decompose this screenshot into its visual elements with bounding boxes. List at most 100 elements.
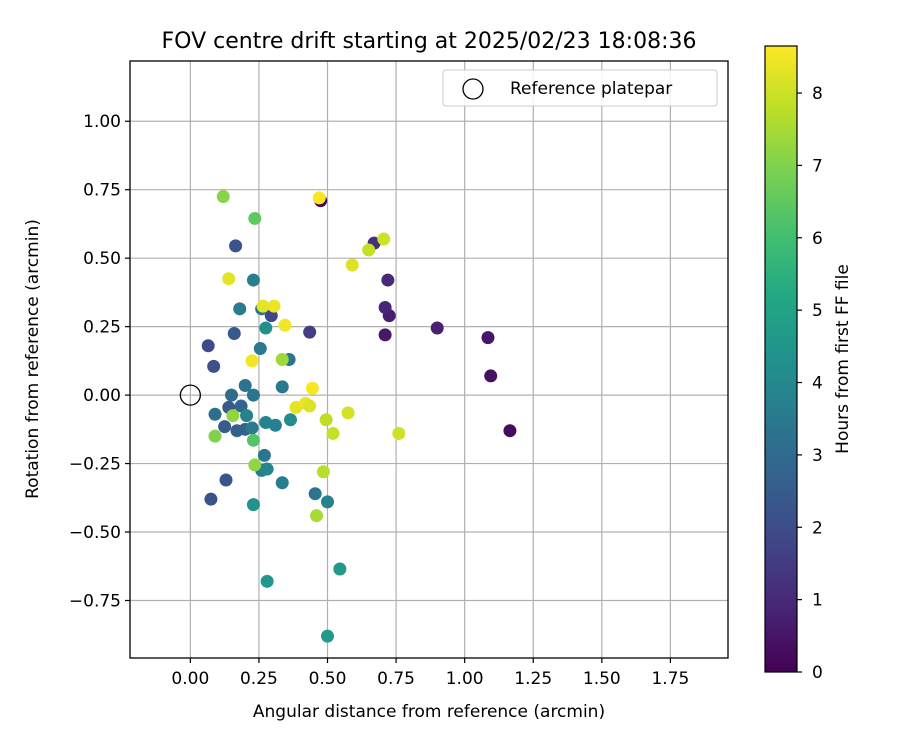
data-point [229, 239, 243, 253]
data-point [310, 509, 324, 523]
colorbar-label: Hours from first FF file [833, 264, 853, 454]
data-point [246, 273, 260, 287]
data-point [208, 407, 222, 421]
colorbar-tick-label: 1 [812, 591, 823, 611]
data-point [345, 258, 359, 272]
x-axis-ticks: 0.00 0.25 0.50 0.75 1.00 1.25 1.50 1.75 [171, 658, 689, 689]
colorbar-ticks: 0 1 2 3 4 5 6 7 8 [797, 84, 823, 683]
data-point [208, 429, 222, 443]
legend-label: Reference platepar [510, 79, 672, 99]
data-point [224, 388, 238, 402]
data-point [216, 190, 230, 204]
legend: Reference platepar [442, 69, 718, 107]
data-point [321, 629, 335, 643]
data-point [377, 232, 391, 246]
data-point [308, 487, 322, 501]
x-tick-label: 1.50 [583, 669, 621, 689]
data-point [253, 342, 267, 356]
x-tick-label: 1.75 [651, 669, 689, 689]
data-point [204, 492, 218, 506]
data-point [333, 562, 347, 576]
colorbar-tick-label: 2 [812, 518, 823, 538]
data-point [259, 321, 273, 335]
data-point [245, 421, 259, 435]
data-point [260, 462, 274, 476]
data-point [238, 379, 252, 393]
data-point [283, 413, 297, 427]
x-tick-label: 0.00 [171, 669, 209, 689]
data-point [378, 328, 392, 342]
data-point [275, 380, 289, 394]
data-point [256, 299, 270, 313]
data-point [257, 448, 271, 462]
x-tick-label: 1.25 [514, 669, 552, 689]
legend-box [442, 69, 718, 107]
data-point [259, 415, 273, 429]
x-tick-label: 0.25 [240, 669, 278, 689]
data-point [392, 426, 406, 440]
data-point [303, 325, 317, 339]
colorbar-tick-label: 3 [812, 446, 823, 466]
data-point [248, 458, 262, 472]
colorbar-tick-label: 0 [812, 663, 823, 683]
data-point [201, 339, 215, 353]
data-point [484, 369, 498, 383]
y-tick-label: 0.75 [83, 181, 121, 201]
data-point [246, 433, 260, 447]
data-point [246, 388, 260, 402]
x-tick-label: 1.00 [446, 669, 484, 689]
y-tick-label: 0.00 [83, 386, 121, 406]
data-point [362, 243, 376, 257]
data-point [240, 409, 254, 423]
colorbar-tick-label: 8 [812, 84, 823, 104]
data-point [233, 302, 247, 316]
y-tick-label: −0.50 [69, 523, 121, 543]
data-point [275, 476, 289, 490]
data-point [378, 300, 392, 314]
data-point [207, 359, 221, 373]
data-point [226, 409, 240, 423]
grid-lines [130, 61, 728, 658]
y-axis-ticks: −0.75 −0.50 −0.25 0.00 0.25 0.50 0.75 1.00 [69, 112, 130, 611]
data-point [246, 498, 260, 512]
y-tick-label: 0.25 [83, 318, 121, 338]
reference-point-marker [179, 384, 201, 406]
colorbar-gradient [764, 45, 798, 673]
reference-marker [179, 384, 201, 406]
data-point [248, 211, 262, 225]
data-point [503, 424, 517, 438]
data-point [267, 299, 281, 313]
data-point [278, 318, 292, 332]
colorbar-tick-label: 6 [812, 229, 823, 249]
chart-title: FOV centre drift starting at 2025/02/23 … [162, 29, 697, 54]
data-point [227, 326, 241, 340]
y-tick-label: −0.75 [69, 591, 121, 611]
x-tick-label: 0.75 [377, 669, 415, 689]
data-point [275, 353, 289, 366]
data-point [341, 406, 355, 420]
colorbar-tick-label: 7 [812, 156, 823, 176]
data-point [481, 331, 495, 345]
data-point [312, 191, 326, 205]
colorbar: 0 1 2 3 4 5 6 7 8 Hours from first FF file [764, 45, 853, 683]
data-point [260, 574, 274, 588]
y-tick-label: 0.50 [83, 249, 121, 269]
colorbar-tick-label: 5 [812, 301, 823, 321]
data-point [234, 399, 248, 413]
data-point [218, 420, 232, 434]
colorbar-tick-label: 4 [812, 374, 823, 394]
x-axis-label: Angular distance from reference (arcmin) [253, 702, 605, 722]
data-point [430, 321, 444, 335]
data-point [316, 465, 330, 479]
data-point [381, 273, 395, 287]
data-point [326, 426, 340, 440]
data-point [305, 381, 319, 395]
data-point [319, 413, 333, 427]
data-point [245, 354, 259, 368]
plot-area-frame [129, 60, 729, 659]
y-tick-label: 1.00 [83, 112, 121, 132]
data-point [219, 473, 233, 487]
legend-marker-icon [462, 78, 484, 100]
data-point [222, 272, 236, 286]
